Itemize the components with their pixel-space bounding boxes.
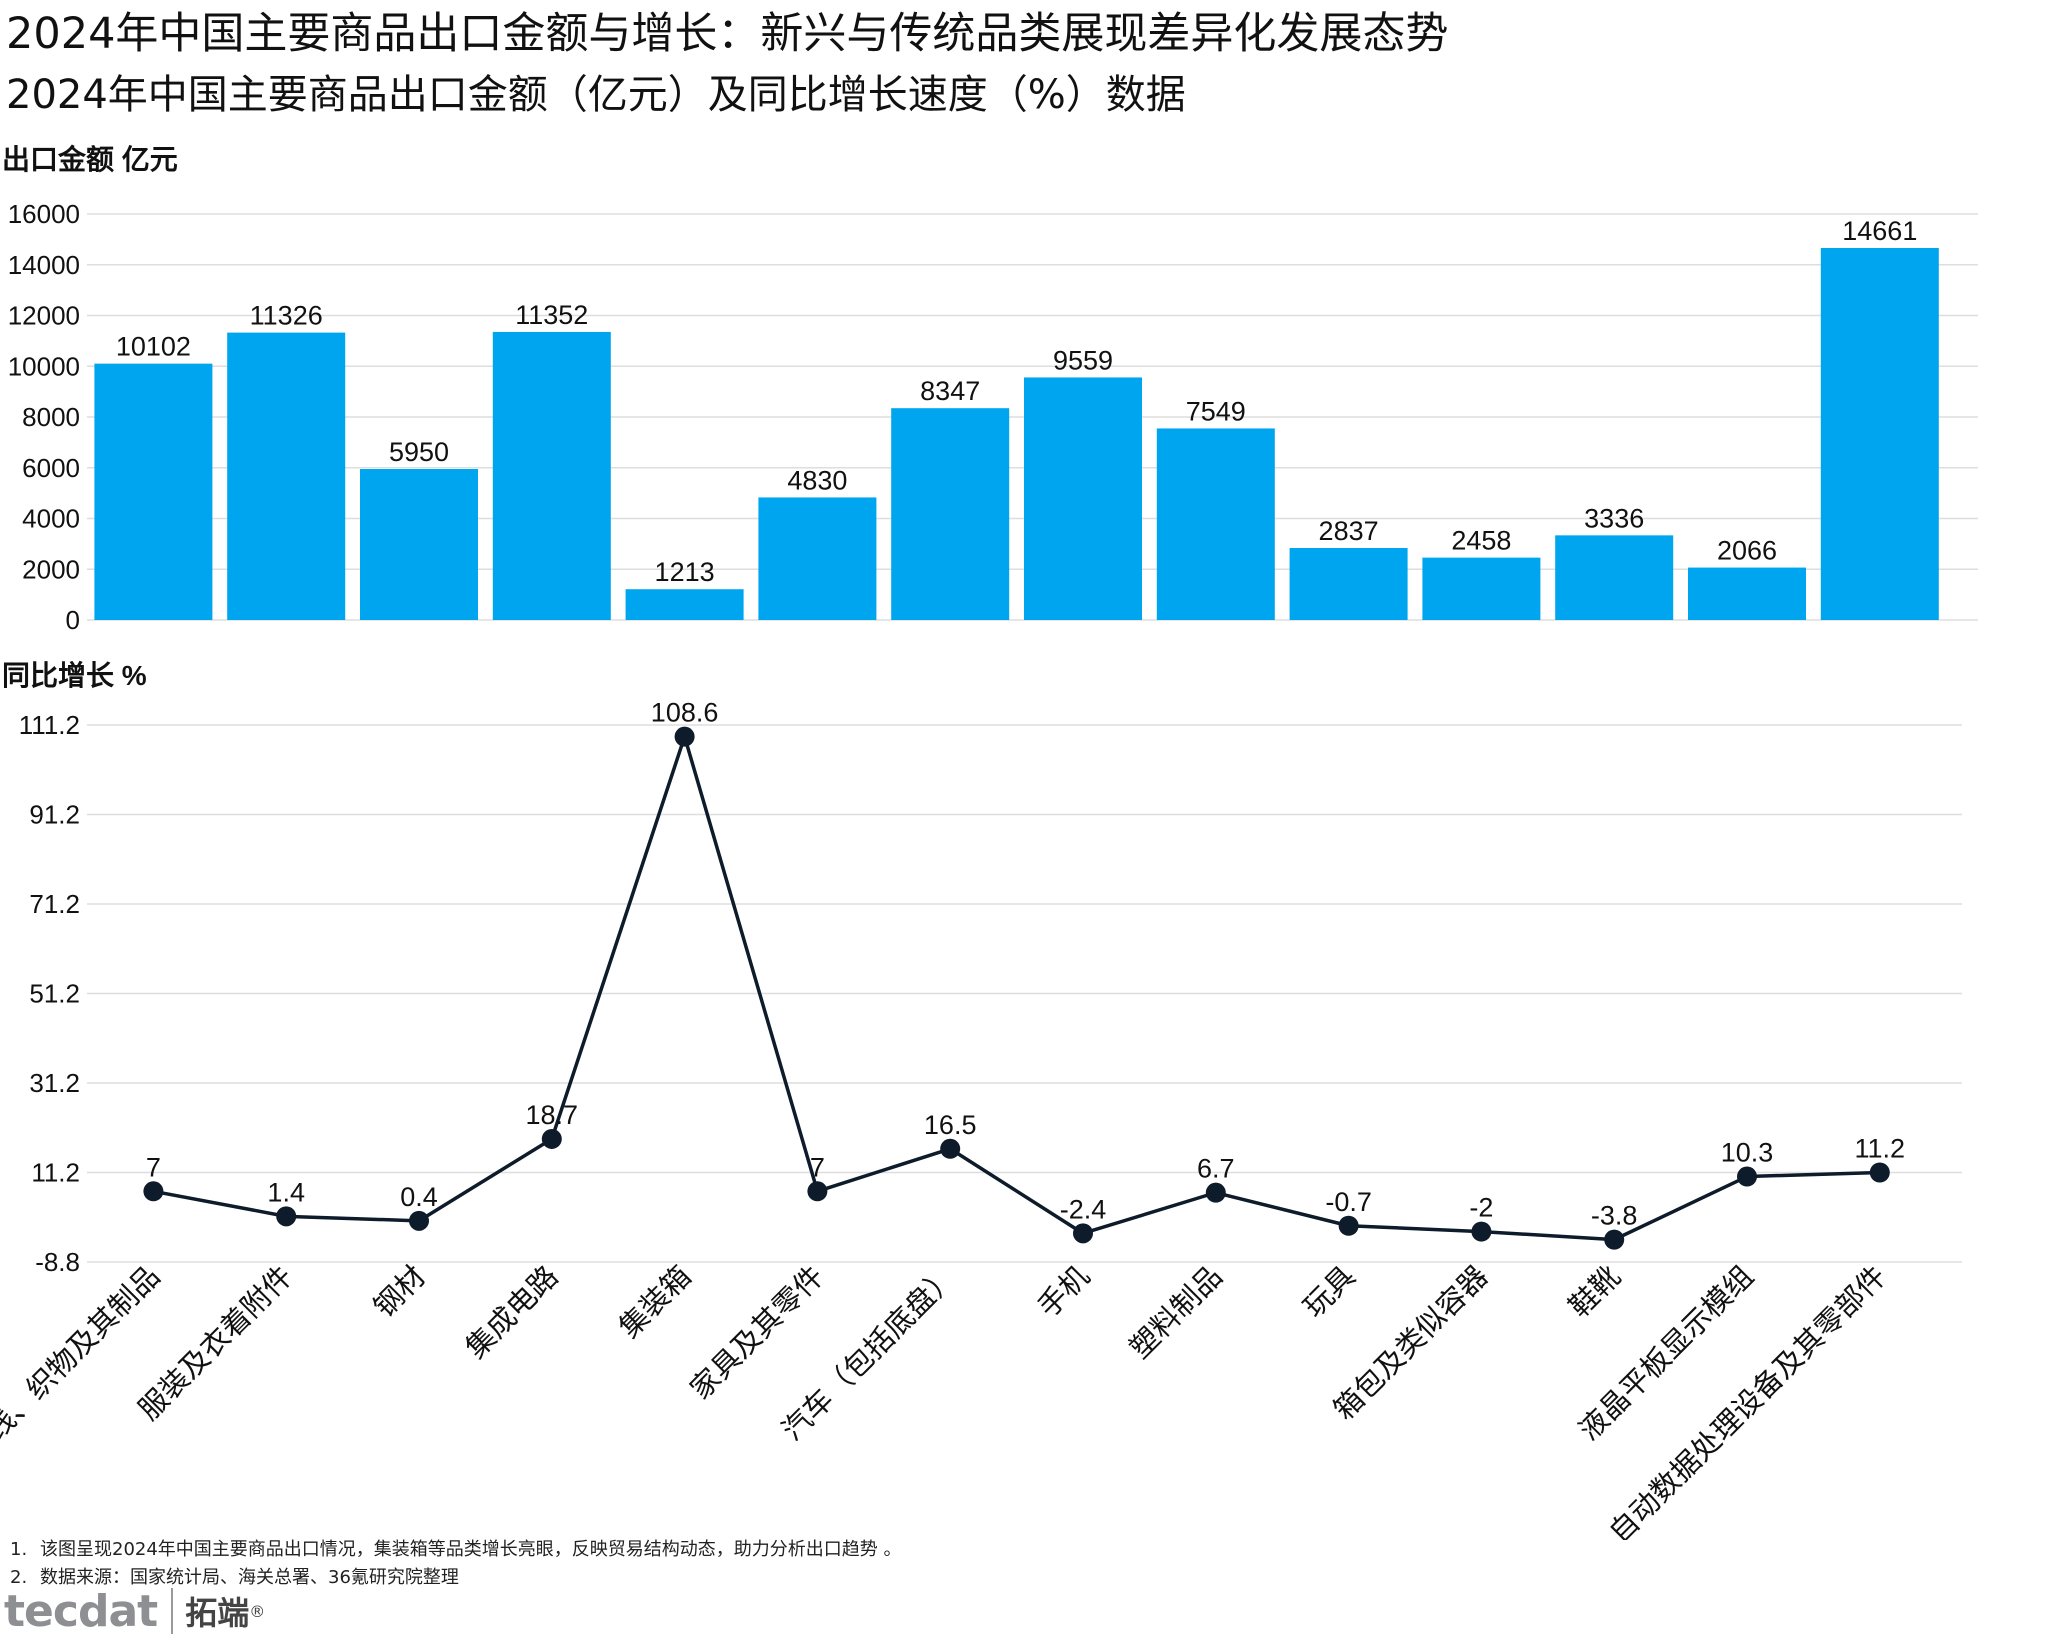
growth-point [143, 1181, 164, 1202]
growth-point [1869, 1162, 1890, 1183]
chart-title: 2024年中国主要商品出口金额与增长：新兴与传统品类展现差异化发展态势 [6, 9, 1449, 59]
growth-point [541, 1128, 562, 1149]
growth-point [1073, 1223, 1093, 1244]
growth-point [409, 1210, 429, 1231]
line-y-tick-label: 31.2 [29, 1068, 80, 1098]
bar-y-tick-label: 12000 [8, 301, 80, 331]
logo-text-cn: 拓端 [185, 1594, 250, 1632]
footnote-2-text: 数据来源：国家统计局、海关总署、36氪研究院整理 [40, 1567, 459, 1588]
bar-y-tick-label: 14000 [8, 250, 80, 280]
growth-value-label: 1.4 [267, 1177, 305, 1207]
x-axis-category-label: 鞋靴 [1563, 1260, 1627, 1324]
growth-value-label: -2.4 [1060, 1194, 1107, 1224]
growth-point [1737, 1166, 1757, 1187]
growth-value-label: -3.8 [1591, 1201, 1638, 1231]
growth-value-label: 10.3 [1721, 1138, 1774, 1168]
footnote-1-text: 该图呈现2024年中国主要商品出口情况，集装箱等品类增长亮眼，反映贸易结构动态，… [40, 1539, 902, 1560]
growth-value-label: 7 [146, 1152, 161, 1182]
bar-y-tick-label: 8000 [22, 402, 80, 432]
footnote-2-number: 2. [10, 1567, 28, 1588]
line-y-tick-label: 111.2 [19, 710, 80, 740]
line-y-tick-label: 11.2 [31, 1158, 80, 1188]
line-y-tick-label: -8.8 [35, 1247, 80, 1277]
bar-value-label: 1213 [655, 557, 715, 587]
x-axis-category-label: 塑料制品 [1123, 1260, 1228, 1365]
line-y-tick-label: 51.2 [29, 979, 80, 1009]
bar [1024, 377, 1142, 620]
bar [1688, 567, 1806, 620]
growth-value-label: 0.4 [400, 1182, 438, 1212]
line-y-axis-title: 同比增长 % [2, 660, 147, 691]
x-axis-category-label: 集成电路 [459, 1260, 564, 1365]
growth-point [276, 1206, 297, 1227]
x-axis-category-label: 纺织纱线、织物及其制品 [0, 1260, 166, 1509]
bar-value-label: 11352 [515, 300, 588, 330]
bar [1555, 535, 1674, 620]
bar-y-tick-label: 2000 [22, 554, 80, 584]
bar [758, 497, 877, 620]
bar-value-label: 7549 [1186, 396, 1246, 426]
bar [94, 363, 213, 620]
bar [360, 469, 478, 620]
bar-y-tick-label: 16000 [8, 199, 80, 229]
bar [891, 408, 1010, 620]
footnote-1-number: 1. [10, 1539, 28, 1560]
x-axis-category-label: 手机 [1032, 1260, 1096, 1324]
growth-value-label: 7 [810, 1152, 825, 1182]
x-axis-category-label: 钢材 [368, 1260, 432, 1324]
bar-y-tick-label: 10000 [8, 351, 80, 381]
footnote-1: 1. 该图呈现2024年中国主要商品出口情况，集装箱等品类增长亮眼，反映贸易结构动… [10, 1535, 902, 1561]
line-y-tick-label: 71.2 [29, 889, 80, 919]
bar-y-tick-label: 0 [66, 605, 80, 635]
bar-value-label: 2458 [1451, 526, 1511, 556]
growth-point [1604, 1229, 1625, 1250]
x-axis-category-label: 家具及其零件 [684, 1260, 830, 1406]
growth-value-label: -2 [1469, 1193, 1493, 1223]
chart-canvas: 出口金额 亿元 0 2000 4000 6000 8000 10000 12000 14000 1… [0, 143, 1978, 1540]
brand-logo: tecdat 拓端 ® [4, 1583, 265, 1639]
growth-value-label: 11.2 [1855, 1134, 1906, 1164]
bar-value-label: 8347 [920, 376, 980, 406]
bar-y-axis-title: 出口金额 亿元 [2, 143, 178, 175]
bar-value-label: 3336 [1584, 503, 1644, 533]
x-axis-category-label: 玩具 [1298, 1260, 1362, 1324]
bar [625, 589, 744, 620]
footnote-2: 2. 数据来源：国家统计局、海关总署、36氪研究院整理 [10, 1563, 459, 1589]
bar-value-label: 11326 [250, 301, 323, 331]
line-y-tick-label: 91.2 [29, 800, 80, 830]
chart-subtitle: 2024年中国主要商品出口金额（亿元）及同比增长速度（%）数据 [6, 72, 1186, 118]
bar-value-label: 4830 [787, 465, 847, 495]
growth-line [153, 734, 1880, 1242]
logo-registered-mark: ® [249, 1601, 266, 1621]
bar-value-label: 2837 [1319, 516, 1379, 546]
logo-text-en: tecdat [4, 1585, 158, 1637]
growth-point [1471, 1221, 1492, 1242]
growth-point [1205, 1182, 1226, 1203]
x-axis-category-label: 自动数据处理设备及其零部件 [1603, 1260, 1893, 1540]
growth-value-label: 16.5 [924, 1110, 977, 1140]
bar-value-label: 14661 [1842, 216, 1917, 246]
bar [1422, 557, 1541, 620]
growth-value-label: -0.7 [1325, 1187, 1372, 1217]
bar [1289, 548, 1408, 620]
growth-value-label: 18.7 [526, 1100, 579, 1130]
bar [1156, 428, 1275, 620]
bar-value-label: 9559 [1053, 345, 1113, 375]
growth-point [807, 1181, 828, 1202]
bar-y-tick-label: 4000 [22, 504, 80, 534]
logo-divider [171, 1588, 174, 1634]
growth-value-label: 6.7 [1197, 1154, 1235, 1184]
bar [1820, 247, 1939, 621]
bar [227, 332, 346, 620]
growth-value-label: 108.6 [651, 698, 719, 728]
growth-point [674, 726, 695, 747]
bar [492, 331, 611, 620]
growth-point [1338, 1215, 1359, 1236]
growth-point [940, 1138, 961, 1159]
bar-value-label: 10102 [116, 332, 191, 362]
bar-value-label: 2066 [1717, 536, 1777, 566]
bar-value-label: 5950 [389, 437, 449, 467]
bar-y-tick-label: 6000 [22, 453, 80, 483]
x-axis-category-label: 集装箱 [613, 1260, 698, 1345]
